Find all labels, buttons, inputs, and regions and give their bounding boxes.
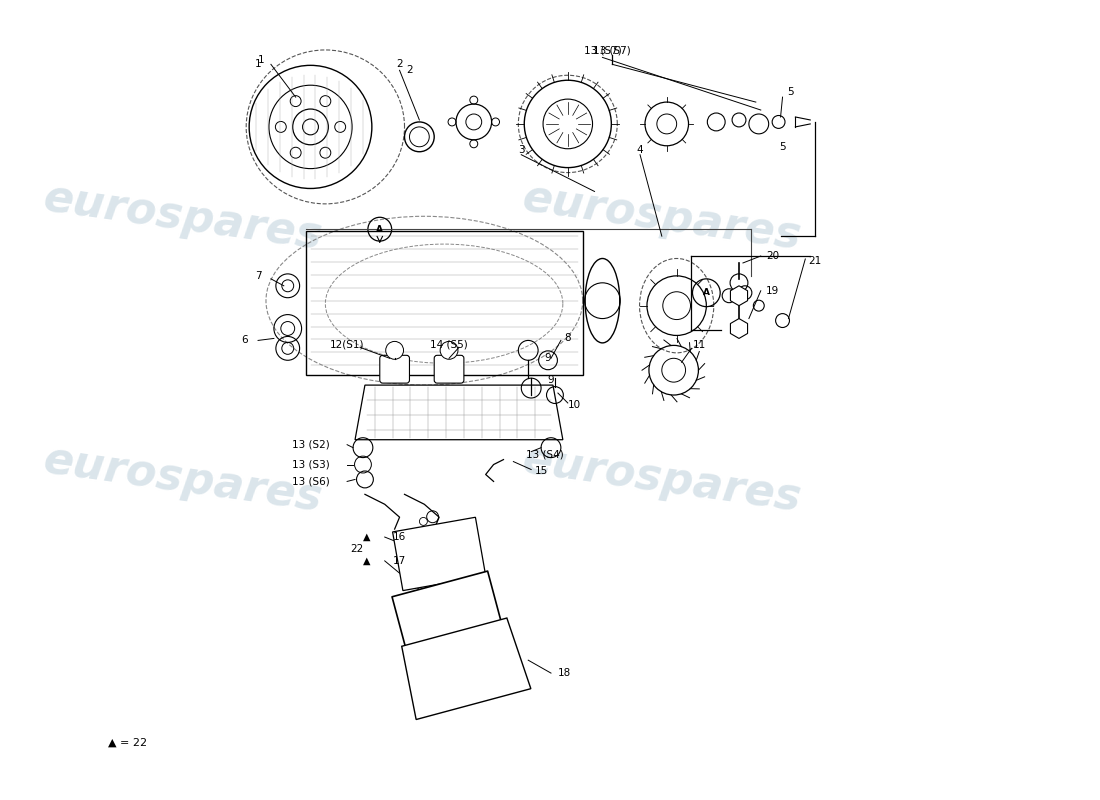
Text: 12(S1): 12(S1) xyxy=(330,339,364,350)
Text: A: A xyxy=(376,225,383,234)
Bar xyxy=(306,231,583,375)
Text: 16: 16 xyxy=(393,532,406,542)
Text: 5: 5 xyxy=(788,87,794,97)
Text: 13 (S3): 13 (S3) xyxy=(292,459,329,470)
Circle shape xyxy=(290,147,301,158)
Text: 10: 10 xyxy=(569,400,581,410)
Text: eurospares: eurospares xyxy=(41,177,326,258)
Circle shape xyxy=(320,147,331,158)
Text: 1: 1 xyxy=(257,55,264,66)
Text: 7: 7 xyxy=(255,271,262,281)
Text: 1: 1 xyxy=(255,59,262,70)
Circle shape xyxy=(320,96,331,106)
Text: 13 (S7): 13 (S7) xyxy=(594,46,631,55)
Polygon shape xyxy=(355,385,563,440)
Circle shape xyxy=(386,342,404,359)
Circle shape xyxy=(440,342,458,359)
Text: 18: 18 xyxy=(558,668,572,678)
Text: eurospares: eurospares xyxy=(41,438,326,520)
FancyBboxPatch shape xyxy=(379,355,409,383)
Text: 9: 9 xyxy=(544,354,551,363)
Text: ▲: ▲ xyxy=(363,532,371,542)
Text: 13 (S4): 13 (S4) xyxy=(526,450,564,460)
Circle shape xyxy=(275,122,286,132)
Text: 13 (S2): 13 (S2) xyxy=(292,440,329,450)
Text: ▲: ▲ xyxy=(363,556,371,566)
Text: 15: 15 xyxy=(535,466,548,477)
Text: 2: 2 xyxy=(396,59,403,70)
Circle shape xyxy=(290,96,301,106)
Polygon shape xyxy=(393,518,486,590)
Text: 11: 11 xyxy=(693,340,706,350)
Text: 4: 4 xyxy=(637,145,644,154)
Text: ▲ = 22: ▲ = 22 xyxy=(108,738,147,748)
Polygon shape xyxy=(392,571,506,666)
Text: 17: 17 xyxy=(393,556,406,566)
Text: 19: 19 xyxy=(766,286,779,296)
Text: A: A xyxy=(703,288,710,298)
Text: 3: 3 xyxy=(518,145,525,154)
Text: 5: 5 xyxy=(779,142,785,152)
Text: 13 (S6): 13 (S6) xyxy=(292,477,329,486)
Polygon shape xyxy=(402,618,531,719)
Text: 14 (S5): 14 (S5) xyxy=(430,339,468,350)
Text: 9: 9 xyxy=(548,375,554,385)
Text: 6: 6 xyxy=(241,335,248,346)
Text: 21: 21 xyxy=(808,256,822,266)
Text: 13 (S7): 13 (S7) xyxy=(584,46,621,55)
FancyBboxPatch shape xyxy=(434,355,464,383)
Text: eurospares: eurospares xyxy=(519,177,804,258)
Text: 20: 20 xyxy=(766,251,779,261)
Text: 2: 2 xyxy=(406,66,412,75)
Text: 22: 22 xyxy=(351,544,364,554)
Circle shape xyxy=(334,122,345,132)
Text: 8: 8 xyxy=(564,334,571,343)
Text: eurospares: eurospares xyxy=(519,438,804,520)
